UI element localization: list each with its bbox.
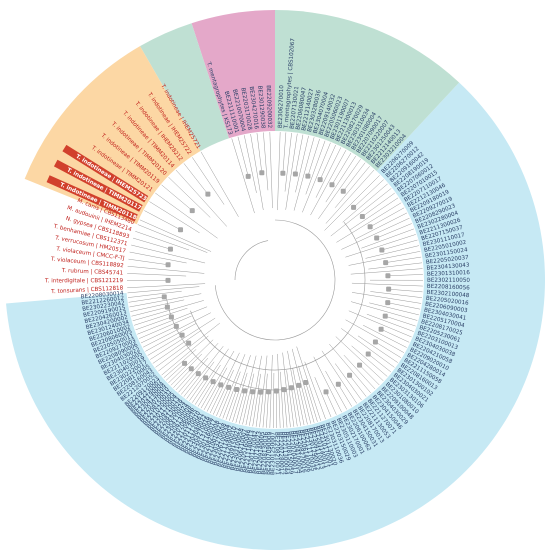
node-marker-icon	[165, 305, 170, 310]
node-marker-icon	[196, 371, 201, 376]
node-marker-icon	[189, 366, 194, 371]
reference-label: T. rubrum | CBS45741	[61, 268, 124, 277]
node-marker-icon	[289, 385, 294, 390]
node-marker-icon	[329, 182, 334, 187]
node-marker-icon	[324, 389, 329, 394]
node-marker-icon	[379, 247, 384, 252]
node-marker-icon	[360, 214, 365, 219]
node-marker-icon	[162, 294, 167, 299]
node-marker-icon	[166, 278, 171, 283]
right-clade-label: BE2302110050	[427, 278, 470, 284]
node-marker-icon	[296, 383, 301, 388]
node-marker-icon	[366, 351, 371, 356]
node-marker-icon	[351, 205, 356, 210]
reference-label: T. interdigitale | CBS121219	[44, 278, 124, 284]
node-marker-icon	[226, 385, 231, 390]
node-marker-icon	[218, 382, 223, 387]
node-marker-icon	[169, 315, 174, 320]
node-marker-icon	[190, 208, 195, 213]
node-marker-icon	[385, 300, 390, 305]
node-marker-icon	[383, 314, 388, 319]
node-marker-icon	[166, 262, 171, 267]
node-marker-icon	[182, 361, 187, 366]
node-marker-icon	[379, 327, 384, 332]
node-marker-icon	[259, 170, 264, 175]
node-marker-icon	[336, 382, 341, 387]
node-marker-icon	[180, 333, 185, 338]
node-marker-icon	[274, 388, 279, 393]
node-marker-icon	[178, 227, 183, 232]
node-marker-icon	[266, 389, 271, 394]
node-marker-icon	[341, 189, 346, 194]
node-marker-icon	[303, 380, 308, 385]
node-marker-icon	[385, 273, 390, 278]
node-marker-icon	[258, 390, 263, 395]
node-marker-icon	[383, 260, 388, 265]
node-marker-icon	[293, 171, 298, 176]
node-marker-icon	[281, 387, 286, 392]
node-marker-icon	[242, 388, 247, 393]
node-marker-icon	[368, 224, 373, 229]
node-marker-icon	[280, 171, 285, 176]
node-marker-icon	[203, 375, 208, 380]
node-marker-icon	[174, 324, 179, 329]
node-marker-icon	[205, 192, 210, 197]
node-marker-icon	[347, 373, 352, 378]
node-marker-icon	[250, 389, 255, 394]
node-marker-icon	[374, 235, 379, 240]
node-marker-icon	[246, 174, 251, 179]
node-marker-icon	[234, 387, 239, 392]
node-marker-icon	[186, 341, 191, 346]
node-marker-icon	[373, 339, 378, 344]
node-marker-icon	[357, 363, 362, 368]
node-marker-icon	[318, 177, 323, 182]
node-marker-icon	[386, 287, 391, 292]
node-marker-icon	[305, 174, 310, 179]
node-marker-icon	[211, 379, 216, 384]
node-marker-icon	[168, 247, 173, 252]
